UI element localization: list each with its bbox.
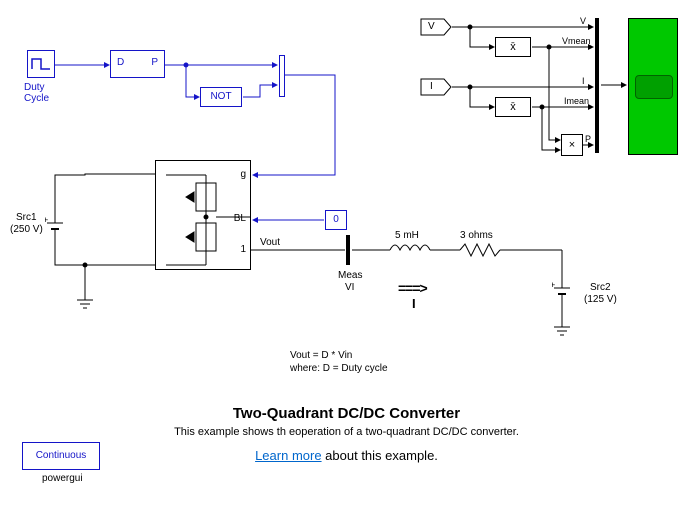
from-i-tag: I (430, 81, 433, 92)
sig-i-label: I (582, 76, 585, 86)
simulink-canvas: DutyCycle D P NOT 0 g BL 1 + Src1 (250 V… (0, 0, 693, 514)
sig-imean-label: Imean (564, 96, 589, 106)
sig-vmean-label: Vmean (562, 36, 591, 46)
tag-shape-v-icon (420, 18, 452, 36)
svg-text:+: + (552, 280, 555, 290)
duty-cycle-label: DutyCycle (24, 82, 58, 104)
scope-mux[interactable] (595, 18, 599, 153)
mean-v-block[interactable]: x̄ (495, 37, 531, 57)
learn-more-link[interactable]: Learn more (255, 448, 321, 463)
learn-more-rest: about this example. (322, 448, 438, 463)
current-arrow-label: I (412, 296, 416, 311)
sig-v-label: V (580, 16, 586, 26)
dp-d-label: D (117, 57, 124, 68)
product-block[interactable]: × (561, 134, 583, 156)
src1-label: Src1 (16, 212, 37, 223)
inductor-label: 5 mH (395, 230, 419, 241)
powergui-block[interactable]: Continuous (22, 442, 100, 470)
src2-label: Src2 (590, 282, 611, 293)
current-arrow: ===> (398, 280, 427, 296)
tag-shape-i-icon (420, 78, 452, 96)
from-v-block[interactable]: V (420, 18, 452, 36)
vout-label: Vout (260, 237, 280, 248)
mean-i-block[interactable]: x̄ (495, 97, 531, 117)
equation-line2: where: D = Duty cycle (290, 363, 388, 374)
resistor-label: 3 ohms (460, 230, 493, 241)
meas-label2: VI (345, 282, 354, 293)
not-block[interactable]: NOT (200, 87, 242, 107)
bridge-bl-label: BL (234, 213, 246, 224)
duty-cycle-block[interactable] (27, 50, 55, 78)
src1-value: (250 V) (10, 224, 43, 235)
bridge-1-label: 1 (240, 244, 246, 255)
pulse-icon (28, 51, 54, 77)
dp-p-label: P (151, 57, 158, 68)
pwm-mux[interactable] (279, 55, 285, 97)
constant-bl[interactable]: 0 (325, 210, 347, 230)
src2-value: (125 V) (584, 294, 617, 305)
meas-mux[interactable] (346, 235, 350, 265)
powergui-name: powergui (42, 473, 83, 484)
diagram-title: Two-Quadrant DC/DC Converter (0, 405, 693, 422)
scope-block[interactable] (628, 18, 678, 155)
bridge-g-label: g (240, 169, 246, 180)
sig-p-label: P (585, 134, 591, 144)
from-v-tag: V (428, 21, 435, 32)
diagram-subtitle: This example shows th eoperation of a tw… (0, 426, 693, 438)
learn-more-line: Learn more about this example. (0, 448, 693, 463)
src2-battery-icon: + (552, 280, 572, 306)
equation-line1: Vout = D * Vin (290, 350, 352, 361)
dp-block[interactable]: D P (110, 50, 165, 78)
from-i-block[interactable]: I (420, 78, 452, 96)
svg-text:+: + (45, 215, 48, 225)
bridge-block[interactable]: g BL 1 (155, 160, 251, 270)
src1-battery-icon: + (45, 215, 65, 241)
meas-label1: Meas (338, 270, 362, 281)
